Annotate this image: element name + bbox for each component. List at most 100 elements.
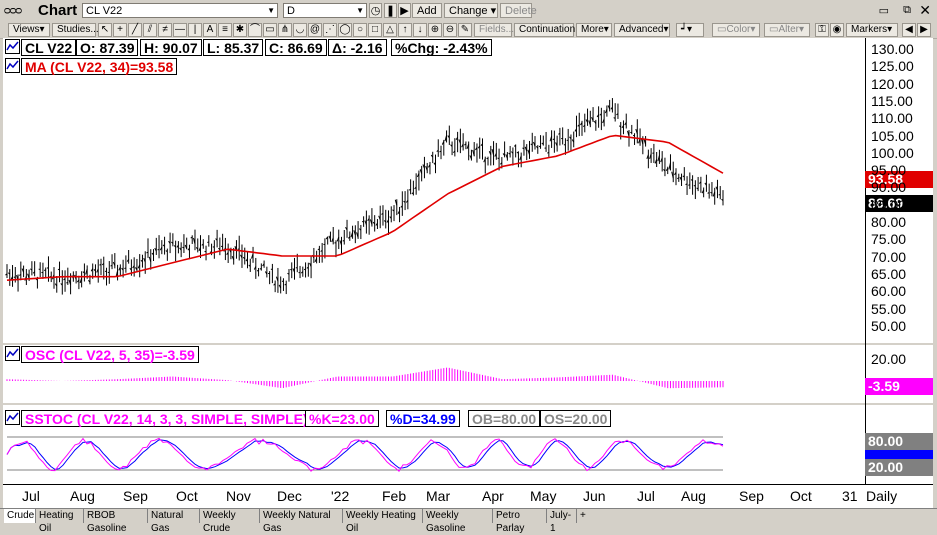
cycle-icon[interactable]: ⌒ [248, 23, 262, 37]
stoch-d-box [865, 450, 933, 459]
restore-icon[interactable]: ⧉ [903, 4, 911, 17]
price-tick-label: 85.00 [871, 198, 906, 212]
price-tick-label: 70.00 [871, 250, 906, 264]
hline-icon[interactable]: — [173, 23, 187, 37]
crosshair-icon[interactable]: + [113, 23, 127, 37]
price-tick-label: 100.00 [871, 146, 914, 160]
text-icon[interactable]: A [203, 23, 217, 37]
alarm-icon[interactable]: ◉ [830, 23, 844, 37]
quote-high: H: 90.07 [140, 39, 202, 56]
arrow-up-icon[interactable]: ↑ [398, 23, 412, 37]
quote-pct-change: %Chg: -2.43% [391, 39, 492, 56]
color-button[interactable]: ▭Color▾ [712, 23, 760, 37]
x-tick-label: '22 [331, 488, 349, 504]
next-icon[interactable]: ▶ [917, 23, 931, 37]
x-tick-label: Mar [426, 488, 450, 504]
price-bar-open [99, 265, 101, 266]
ellipse-icon[interactable]: ◯ [338, 23, 352, 37]
chevron-down-icon[interactable]: ▼ [267, 4, 275, 18]
square-icon[interactable]: □ [368, 23, 382, 37]
quote-open: O: 87.39 [76, 39, 138, 56]
lock-icon[interactable]: ⚿ [815, 23, 829, 37]
osc-tick-label: 20.00 [871, 352, 906, 366]
markers-button[interactable]: Markers▾ [846, 23, 898, 37]
fields-button[interactable]: Fields... [474, 23, 512, 37]
study-icon[interactable] [5, 410, 20, 425]
play-icon[interactable]: ▶ [398, 3, 411, 18]
price-tick-label: 120.00 [871, 77, 914, 91]
price-bar-open [688, 185, 690, 186]
stoch-k-line [7, 438, 723, 471]
eraser-icon[interactable]: ✎ [458, 23, 472, 37]
period-input[interactable]: D▼ [283, 3, 367, 18]
study-icon[interactable] [5, 346, 20, 361]
fib-icon[interactable]: ≡ [218, 23, 232, 37]
tab-weekly-crude[interactable]: Weekly Crude [200, 509, 260, 523]
tab-rbob-gasoline[interactable]: RBOB Gasoline [84, 509, 148, 523]
price-bar-open [260, 268, 262, 269]
price-tick-label: 80.00 [871, 215, 906, 229]
rect-icon[interactable]: ▭ [263, 23, 277, 37]
arrow-down-icon[interactable]: ↓ [413, 23, 427, 37]
x-tick-label: Sep [739, 488, 764, 504]
price-tick-label: 60.00 [871, 284, 906, 298]
alter-button[interactable]: ▭Alter▾ [764, 23, 810, 37]
vline-icon[interactable]: | [188, 23, 202, 37]
symbol-input[interactable]: CL V22▼ [82, 3, 278, 18]
arc-icon[interactable]: ◡ [293, 23, 307, 37]
pause-icon[interactable]: ❚ [384, 3, 397, 18]
x-tick-label: Oct [176, 488, 198, 504]
quote-low: L: 85.37 [203, 39, 263, 56]
x-tick-label: Aug [70, 488, 95, 504]
chart-area[interactable]: CL V22 O: 87.39 H: 90.07 L: 85.37 C: 86.… [3, 38, 933, 508]
prev-icon[interactable]: ◀ [902, 23, 916, 37]
gann-icon[interactable]: ✱ [233, 23, 247, 37]
channel-icon[interactable]: ⫽ [143, 23, 157, 37]
spiral-icon[interactable]: @ [308, 23, 322, 37]
tab-natural-gas[interactable]: Natural Gas [148, 509, 200, 523]
chevron-down-icon[interactable]: ▼ [356, 4, 364, 18]
tab-weekly-natural-gas[interactable]: Weekly Natural Gas [260, 509, 343, 523]
studies-button[interactable]: Studies... [52, 23, 96, 37]
add-button[interactable]: Add [412, 3, 442, 18]
tab-weekly-heating-oil[interactable]: Weekly Heating Oil [343, 509, 423, 523]
circle-icon[interactable]: ○ [353, 23, 367, 37]
ma-label: MA (CL V22, 34)=93.58 [21, 58, 177, 75]
price-bar-open [719, 194, 721, 195]
continuation-button[interactable]: Continuation [514, 23, 574, 37]
trendline-icon[interactable]: ╱ [128, 23, 142, 37]
price-tick-label: 115.00 [871, 94, 913, 108]
price-bar-open [44, 270, 46, 271]
advanced-button[interactable]: Advanced▾ [614, 23, 670, 37]
stoch-d-line [7, 440, 723, 470]
more-button[interactable]: More▾ [576, 23, 612, 37]
tab-july-1[interactable]: July-1 [547, 509, 577, 523]
price-bar-open [221, 246, 223, 247]
zoom-in-icon[interactable]: ⊕ [428, 23, 442, 37]
stoch-k: %K=23.00 [305, 410, 379, 427]
zoom-out-icon[interactable]: ⊖ [443, 23, 457, 37]
tab-weekly-gasoline[interactable]: Weekly Gasoline [423, 509, 493, 523]
price-tick-label: 105.00 [871, 129, 914, 143]
quote-change: Δ: -2.16 [328, 39, 387, 56]
tab-crude[interactable]: Crude [4, 509, 36, 523]
tab-petro-parlay[interactable]: Petro Parlay [493, 509, 547, 523]
study-icon[interactable] [5, 58, 20, 73]
chart-type-icon[interactable] [5, 39, 20, 54]
cursor-icon[interactable]: ↖ [98, 23, 112, 37]
delete-button[interactable]: Delete [500, 3, 532, 18]
parallel-icon[interactable]: ≠ [158, 23, 172, 37]
clock-icon[interactable]: ◷ [369, 3, 382, 18]
minimize-icon[interactable]: ▭ [879, 4, 889, 17]
cursor-tool-button[interactable]: ┙▾ [676, 23, 704, 37]
close-icon[interactable]: ✕ [919, 2, 931, 19]
tab-heating-oil[interactable]: Heating Oil [36, 509, 84, 523]
price-tick-label: 95.00 [871, 163, 906, 177]
triangle-icon[interactable]: △ [383, 23, 397, 37]
views-button[interactable]: Views▾ [8, 23, 50, 37]
add-tab-button[interactable]: + [577, 509, 591, 523]
change-button[interactable]: Change ▾ [444, 3, 498, 18]
pitchfork-icon[interactable]: ⋔ [278, 23, 292, 37]
fan-icon[interactable]: ⋰ [323, 23, 337, 37]
x-tick-label: Aug [681, 488, 706, 504]
